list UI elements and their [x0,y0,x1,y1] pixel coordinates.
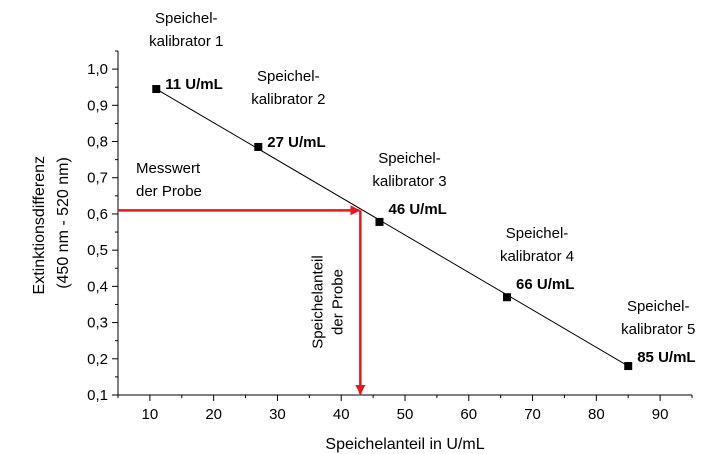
result-label-line-2: der Probe [329,269,346,335]
data-points [152,85,633,371]
y-tick-label: 0,2 [87,351,108,368]
y-axis-title-line-1: Extinktionsdifferenz [31,156,48,294]
calibrator-point [624,362,633,371]
x-tick-label: 50 [397,406,414,423]
y-tick-label: 0,5 [87,242,108,259]
measured-value-label-line-1: Messwert [136,160,201,177]
calibrator-label-line-1: Speichel- [257,68,320,85]
y-tick-label: 0,8 [87,134,108,151]
x-tick-label: 30 [269,406,286,423]
calibrator-label-line-1: Speichel- [506,225,569,242]
calibrator-label-line-1: Speichel- [627,298,690,315]
point-labels: Speichel-kalibrator 1 11 U/mL Speichel-kal… [149,10,695,366]
calibrator-value-label: 11 U/mL [165,76,223,93]
y-tick-label: 0,9 [87,97,108,114]
x-tick-label: 90 [652,406,669,423]
y-axis-title-line-2: (450 nm - 520 nm) [55,157,72,289]
axes: 10 20 30 40 50 60 70 80 90 0,1 0,2 0,3 0,4 0,5 0,6 0,7 0… [87,50,693,423]
x-tick-label: 80 [588,406,605,423]
calibration-line [156,88,629,367]
y-tick-label: 0,4 [87,278,108,295]
calibrator-label-line-2: kalibrator 5 [621,321,695,338]
x-axis-title: Speichelanteil in U/mL [325,436,484,453]
calibrator-label-line-2: kalibrator 4 [500,248,574,265]
calibrator-label-line-1: Speichel- [155,10,218,27]
calibrator-value-label: 85 U/mL [637,349,695,366]
y-tick-label: 0,3 [87,315,108,332]
measured-value-label-line-2: der Probe [136,183,202,200]
calibrator-point [375,217,384,226]
y-tick-label: 0,6 [87,206,108,223]
calibrator-point [503,293,512,302]
calibrator-value-label: 46 U/mL [388,201,446,218]
y-axis-title: Extinktionsdifferenz (450 nm - 520 nm) [31,152,72,295]
x-tick-label: 20 [205,406,222,423]
y-tick-label: 1,0 [87,61,108,78]
calibration-line-group [156,88,629,367]
calibrator-point [152,85,161,94]
result-label-line-1: Speichelanteil [309,255,326,348]
x-tick-label: 70 [524,406,541,423]
x-tick-label: 60 [460,406,477,423]
calibrator-point [254,142,263,151]
y-tick-label: 0,7 [87,170,108,187]
calibrator-label-line-1: Speichel- [378,150,441,167]
calibrator-value-label: 27 U/mL [267,134,325,151]
x-tick-label: 40 [333,406,350,423]
calibrator-label-line-2: kalibrator 3 [372,173,446,190]
calibrator-label-line-2: kalibrator 2 [251,91,325,108]
calibrator-label-line-2: kalibrator 1 [149,33,223,50]
calibrator-value-label: 66 U/mL [516,276,574,293]
x-tick-label: 10 [142,406,159,423]
y-tick-label: 0,1 [87,387,108,404]
